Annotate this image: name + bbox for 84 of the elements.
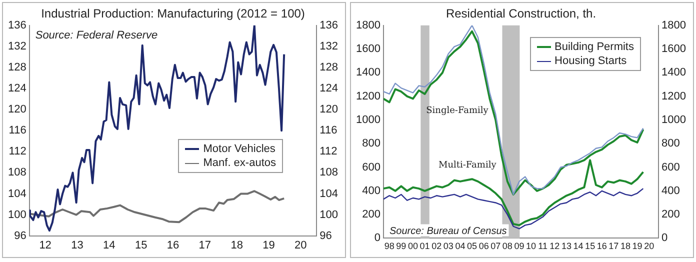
y-tick-label: 1400 (356, 66, 380, 79)
y2-tick-label: 136 (320, 19, 338, 32)
x-tick-label: 03 (443, 241, 454, 252)
y-tick-label: 128 (8, 62, 26, 74)
legend-label: Building Permits (554, 40, 634, 54)
x-tick-label: 18 (230, 239, 243, 252)
y-tick-label: 120 (8, 104, 26, 116)
x-tick-label: 17 (608, 241, 619, 252)
y-tick-label: 112 (8, 146, 26, 158)
x-tick-label: 19 (632, 241, 642, 252)
x-tick-label: 04 (455, 241, 466, 252)
x-tick-label: 12 (39, 239, 52, 252)
y2-tick-label: 124 (320, 82, 338, 95)
x-tick-label: 08 (502, 241, 512, 252)
x-tick-label: 05 (467, 241, 478, 252)
y-tick-label: 1200 (356, 90, 380, 102)
y2-tick-label: 112 (320, 146, 338, 158)
y2-tick-label: 1000 (662, 114, 686, 126)
y2-tick-label: 600 (662, 161, 680, 174)
legend-label: Motor Vehicles (203, 142, 276, 156)
x-tick-label: 11 (538, 241, 548, 252)
annotation: Single-Family (426, 106, 490, 116)
y-tick-label: 1000 (356, 114, 380, 126)
x-tick-label: 20 (294, 239, 307, 252)
legend-label: Housing Starts (554, 54, 627, 68)
y-tick-label: 1600 (356, 43, 380, 56)
y2-tick-label: 100 (320, 208, 338, 221)
y-tick-label: 0 (374, 232, 380, 244)
x-tick-label: 01 (420, 241, 430, 252)
y-tick-label: 200 (362, 208, 380, 221)
y2-tick-label: 1200 (662, 90, 686, 102)
y-tick-label: 124 (8, 82, 26, 95)
x-tick-label: 14 (103, 239, 116, 252)
x-tick-label: 00 (408, 241, 418, 252)
y2-tick-label: 116 (320, 124, 338, 137)
x-tick-label: 98 (384, 241, 394, 252)
y2-tick-label: 400 (662, 184, 680, 197)
y2-tick-label: 132 (320, 40, 338, 52)
y-tick-label: 132 (8, 40, 26, 52)
x-tick-label: 20 (644, 241, 654, 252)
x-tick-label: 19 (262, 239, 275, 252)
y2-tick-label: 1400 (662, 66, 686, 79)
x-tick-label: 13 (71, 239, 84, 252)
x-tick-label: 16 (596, 241, 607, 252)
y-tick-label: 100 (8, 208, 26, 221)
x-tick-label: 06 (478, 241, 489, 252)
x-tick-label: 15 (134, 239, 148, 252)
annotation: Source: Bureau of Census (389, 226, 507, 238)
y2-tick-label: 0 (662, 232, 668, 244)
y-tick-label: 600 (362, 161, 380, 174)
y-tick-label: 800 (362, 138, 380, 150)
x-tick-label: 09 (514, 241, 524, 252)
y-tick-label: 1800 (356, 19, 380, 32)
x-tick-label: 16 (166, 239, 180, 252)
y-tick-label: 96 (14, 230, 26, 242)
y-tick-label: 136 (8, 19, 26, 32)
x-tick-label: 18 (620, 241, 630, 252)
x-tick-label: 15 (585, 241, 596, 252)
x-tick-label: 02 (432, 241, 442, 252)
y-tick-label: 400 (362, 184, 380, 197)
y-tick-label: 104 (8, 188, 26, 200)
y-tick-label: 116 (8, 124, 26, 137)
x-tick-label: 13 (561, 241, 572, 252)
y2-tick-label: 108 (320, 166, 338, 179)
chart-title: Residential Construction, th. (446, 6, 596, 21)
y2-tick-label: 96 (320, 230, 332, 242)
y2-tick-label: 200 (662, 208, 680, 221)
y2-tick-label: 128 (320, 62, 338, 74)
y-tick-label: 108 (8, 166, 26, 179)
x-tick-label: 07 (490, 241, 501, 252)
x-tick-label: 17 (198, 239, 212, 252)
x-tick-label: 12 (550, 241, 560, 252)
y2-tick-label: 800 (662, 138, 680, 150)
x-tick-label: 10 (526, 241, 536, 252)
y2-tick-label: 120 (320, 104, 338, 116)
annotation: Source: Federal Reserve (35, 29, 158, 42)
chart-title: Industrial Production: Manufacturing (2012 = 100) (41, 6, 305, 21)
y2-tick-label: 1600 (662, 43, 686, 56)
y2-tick-label: 104 (320, 188, 338, 200)
annotation: Multi-Family (438, 160, 498, 170)
y2-tick-label: 1800 (662, 19, 686, 32)
x-tick-label: 14 (573, 241, 584, 252)
legend-label: Manf. ex-autos (203, 156, 276, 170)
x-tick-label: 99 (396, 241, 406, 252)
